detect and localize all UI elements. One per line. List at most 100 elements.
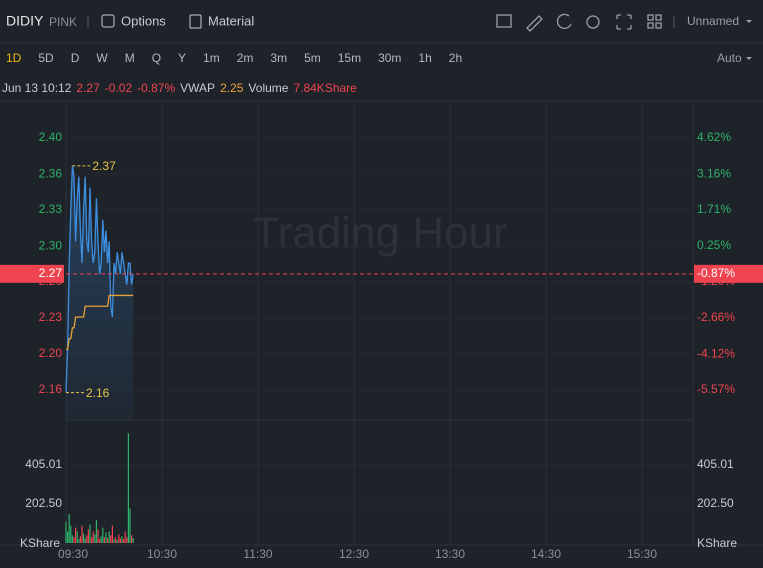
y-tick-label: 2.20 [39,346,63,360]
scale-mode[interactable]: Auto [717,51,742,65]
change-badge-label: -0.87% [697,266,735,280]
volume-bar [70,525,72,543]
period-button[interactable]: M [125,51,135,65]
reset-icon[interactable] [556,13,572,30]
y-tick-label: 2.16 [39,382,63,396]
volume-bar [83,533,85,543]
layout-icon[interactable] [647,14,662,29]
volume-tick-label: 202.50 [697,496,734,510]
y2-tick-label: 3.16% [697,166,731,180]
y-tick-label: 2.23 [39,310,63,324]
volume-bar [110,535,112,543]
period-button[interactable]: 3m [270,51,287,65]
draw-icon[interactable] [526,15,543,32]
x-tick-label: 09:30 [58,547,88,561]
y-tick-label: 2.33 [39,202,63,216]
volume-bar [126,537,128,543]
period-button[interactable]: Y [178,51,186,65]
x-tick-label: 10:30 [147,547,177,561]
volume-bar [127,433,129,543]
volume-bar [115,537,117,543]
period-button[interactable]: D [71,51,80,65]
volume-tick-label: 405.01 [697,457,734,471]
volume-bar [116,540,118,543]
symbol: DIDIY [6,13,44,29]
x-tick-label: 14:30 [531,547,561,561]
y2-tick-label: 4.62% [697,130,731,144]
layout-name[interactable]: Unnamed [687,14,739,28]
volume-bar [124,531,126,543]
volume-bar [113,539,115,543]
period-button[interactable]: 30m [378,51,401,65]
options-button[interactable]: Options [121,13,166,28]
volume-bar [75,527,77,543]
volume-bar [68,514,70,543]
volume-bar [121,536,123,543]
quote-change: -0.02 [105,81,133,95]
x-tick-label: 15:30 [627,547,657,561]
watermark: Trading Hour [252,209,507,258]
quote-change-pct: -0.87% [137,81,175,95]
period-button[interactable]: W [96,51,108,65]
period-button[interactable]: 2h [449,51,462,65]
price-area [66,165,134,420]
period-button[interactable]: 1D [6,51,22,65]
x-tick-label: 11:30 [243,547,272,561]
fullscreen-icon[interactable] [616,14,632,30]
y2-tick-label: -4.12% [697,346,735,360]
dropdown-arrow [746,20,752,23]
volume-bar [99,539,101,543]
quote-time: Jun 13 10:12 [2,81,72,95]
volume-bar [73,537,75,543]
high-label: 2.37 [92,159,116,173]
volume-bar [92,531,94,543]
period-button[interactable]: 2m [237,51,254,65]
volume-bar [81,525,83,543]
price-badge [0,264,64,283]
period-button[interactable]: 15m [338,51,361,65]
volume-tick-label: 405.01 [25,457,62,471]
material-icon[interactable] [189,14,202,29]
material-button[interactable]: Material [208,13,254,28]
price-badge-label: 2.27 [39,266,63,280]
volume-bar [123,539,125,543]
y-tick-label: 2.36 [39,166,63,180]
volume-bar [67,531,69,543]
options-icon[interactable] [101,14,115,28]
indicator-icon[interactable] [496,14,512,28]
price-line [65,165,134,393]
quote-vwap-label: VWAP [180,81,215,95]
volume-bar [103,537,105,543]
period-button[interactable]: 1m [203,51,220,65]
period-button[interactable]: 1h [418,51,431,65]
period-button[interactable]: 5m [304,51,321,65]
vwap-line [66,294,134,351]
dropdown-arrow [746,57,752,60]
volume-bar [71,535,73,543]
y-tick-label: 2.40 [39,130,63,144]
y2-tick-label: -2.66% [697,310,735,324]
volume-bar [86,535,88,543]
volume-bar [107,538,109,543]
volume-bar [111,525,113,543]
volume-bar [89,524,91,543]
settings-icon[interactable] [586,15,600,29]
volume-unit: KShare [20,536,60,550]
volume-unit: KShare [697,536,737,550]
period-button[interactable]: Q [152,51,161,65]
volume-bar [100,536,102,543]
x-tick-label: 13:30 [435,547,465,561]
volume-bar [76,531,78,543]
low-label: 2.16 [86,386,110,400]
y-tick-label: 2.30 [39,238,63,252]
y2-tick-label: 0.25% [697,238,731,252]
volume-bar [119,538,121,543]
period-button[interactable]: 5D [38,51,54,65]
volume-bar [105,532,107,543]
volume-bar [91,537,93,543]
volume-bar [131,535,133,543]
volume-bar [132,538,134,543]
volume-bar [79,536,81,543]
quote-price: 2.27 [76,81,100,95]
